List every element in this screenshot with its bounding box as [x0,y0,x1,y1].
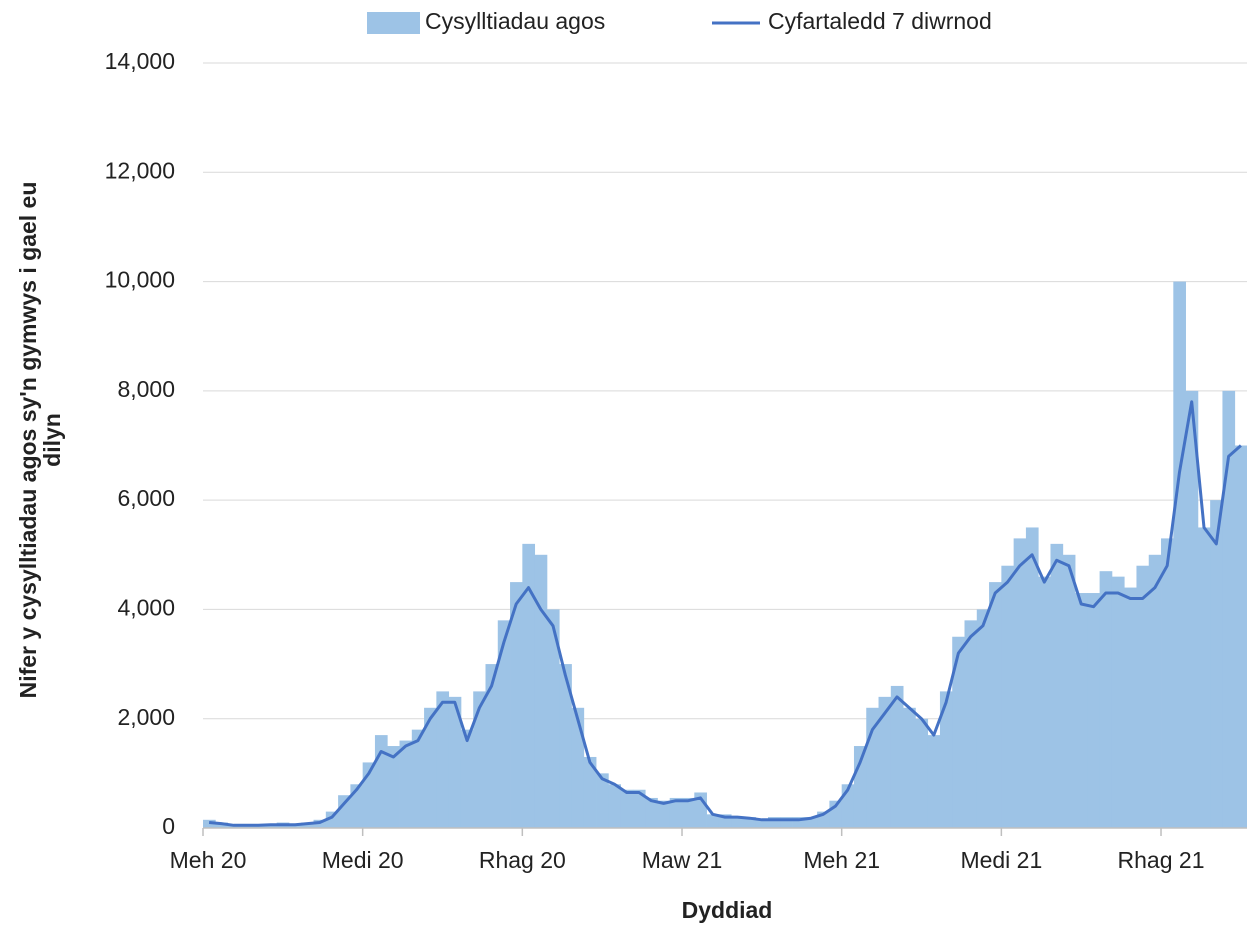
grid [203,62,1247,829]
bar [387,746,400,828]
bar [1099,571,1113,828]
y-tick-label: 4,000 [117,595,175,621]
bar [743,817,757,828]
bar [1075,593,1088,828]
bar [1038,576,1051,828]
bar [374,735,388,828]
x-tick-label: Rhag 21 [1118,847,1205,873]
bar [559,664,572,828]
bar [964,620,978,828]
legend-swatch [367,12,420,34]
bar [976,609,990,828]
y-axis-title: Nifer y cysylltiadau agos sy'n gymwys i … [15,182,65,699]
bar [424,707,437,828]
bar [583,756,597,828]
bar [1161,538,1174,828]
bar [927,735,941,828]
y-tick-label: 8,000 [117,376,175,402]
bar [1111,576,1125,828]
bar [1025,527,1039,828]
bar [1001,565,1015,828]
x-axis-title: Dyddiad [682,897,773,923]
legend-label: Cysylltiadau agos [425,8,605,34]
y-tick-label: 2,000 [117,704,175,730]
bar [522,543,536,828]
bar [448,696,462,828]
bar [497,620,511,828]
legend-label: Cyfartaledd 7 diwrnod [768,8,992,34]
bar [571,707,585,828]
bar [1222,390,1236,828]
bar [411,729,425,828]
bar [399,740,413,828]
bar [804,817,818,828]
x-tick-label: Medi 20 [322,847,404,873]
bar [645,797,658,828]
bar [1050,543,1064,828]
bar [1062,554,1076,828]
bar [780,817,793,828]
bar [1234,445,1247,828]
x-tick-label: Rhag 20 [479,847,566,873]
x-tick-label: Maw 21 [642,847,723,873]
bar [890,685,904,828]
bar [608,784,621,828]
bar [460,729,474,828]
bar [546,609,560,828]
bar [731,817,744,828]
bar [682,797,695,828]
x-tick-label: Meh 20 [170,847,247,873]
y-axis-title-line: dilyn [39,413,65,467]
y-tick-label: 12,000 [105,157,175,183]
y-tick-label: 14,000 [105,48,175,74]
x-tick-label: Meh 21 [803,847,880,873]
x-tick-label: Medi 21 [960,847,1042,873]
bar [989,582,1002,828]
bar [1173,281,1186,829]
bar [485,664,499,828]
bar [767,817,781,828]
y-tick-label: 0 [162,813,175,839]
bar [939,691,953,828]
bar [1197,527,1211,828]
bar [473,691,486,828]
y-axis-title-line: Nifer y cysylltiadau agos sy'n gymwys i … [15,182,41,699]
bar [903,707,916,828]
bar [1087,593,1101,828]
bar [1185,390,1199,828]
line [208,400,1242,827]
bar [534,554,548,828]
bar [338,795,351,828]
bar [755,819,769,828]
bar [510,582,523,828]
bar [657,800,671,828]
bar [1124,587,1137,828]
bar [669,797,683,828]
bar [952,636,965,828]
bar [301,822,314,828]
bar [1148,554,1162,828]
bar [632,789,646,828]
bar [915,718,929,828]
bar [436,691,450,828]
bar [215,822,228,828]
bar [620,789,634,828]
y-tick-label: 6,000 [117,485,175,511]
bar [878,696,892,828]
bar [706,814,720,828]
bar [1013,538,1027,828]
bar [1136,565,1150,828]
y-tick-label: 10,000 [105,267,175,293]
bar [1210,500,1223,828]
bar [596,773,609,828]
bar [792,817,806,828]
bar [325,811,339,828]
